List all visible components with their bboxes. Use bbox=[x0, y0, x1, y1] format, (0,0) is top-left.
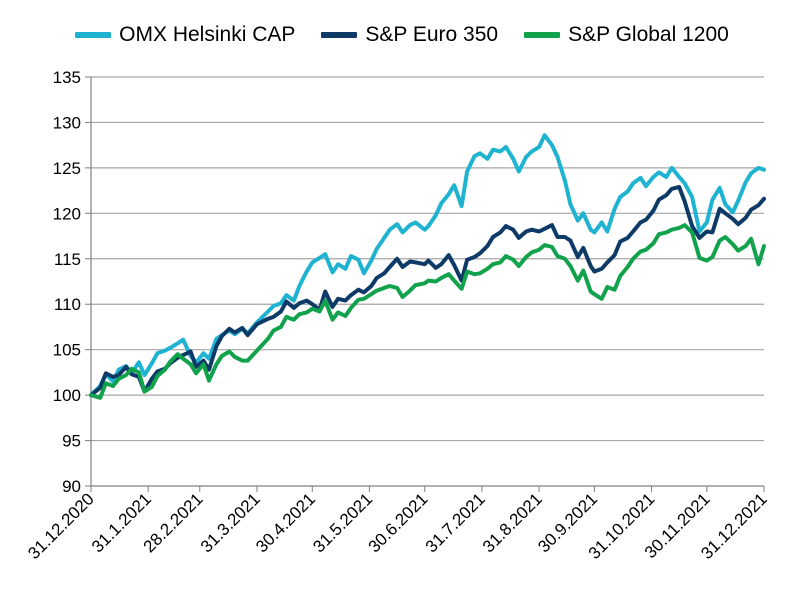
y-tick-label: 130 bbox=[53, 113, 81, 132]
legend-swatch-omx-helsinki bbox=[75, 32, 112, 38]
legend-label-omx-helsinki: OMX Helsinki CAP bbox=[119, 23, 296, 46]
series-line-s-p-global-1200 bbox=[89, 223, 766, 400]
y-tick-label: 105 bbox=[53, 341, 81, 360]
y-tick-label: 125 bbox=[53, 159, 81, 178]
x-tick-label: 31.5.2021 bbox=[309, 489, 376, 556]
y-tick-labels: 90 95 100 105 110 115 120 125 130 135 bbox=[53, 68, 81, 496]
series-lines bbox=[89, 133, 766, 400]
x-tick-label: 30.4.2021 bbox=[252, 489, 319, 556]
legend-item-sp-global-1200: S&P Global 1200 bbox=[524, 23, 729, 47]
y-tick-label: 135 bbox=[53, 68, 81, 87]
x-tick-label: 31.7.2021 bbox=[422, 489, 489, 556]
y-tick-label: 110 bbox=[54, 295, 81, 314]
x-tick-label: 30.6.2021 bbox=[365, 489, 432, 556]
legend-label-sp-global-1200: S&P Global 1200 bbox=[568, 23, 729, 46]
y-tick-label: 100 bbox=[53, 386, 81, 405]
legend-label-sp-euro-350: S&P Euro 350 bbox=[365, 23, 499, 46]
y-tick-label: 115 bbox=[54, 250, 81, 269]
y-tick-label: 95 bbox=[62, 432, 81, 451]
legend-swatch-sp-euro-350 bbox=[321, 32, 358, 38]
x-tick-label: 31.8.2021 bbox=[479, 489, 546, 556]
legend-swatch-sp-global-1200 bbox=[524, 32, 561, 38]
x-tick-label: 31.12.2020 bbox=[24, 489, 98, 563]
series-line-s-p-euro-350 bbox=[89, 185, 766, 398]
x-tick-label: 31.3.2021 bbox=[197, 489, 264, 556]
axes bbox=[85, 76, 765, 492]
y-tick-label: 90 bbox=[62, 477, 81, 496]
legend-item-omx-helsinki: OMX Helsinki CAP bbox=[75, 23, 295, 47]
grid-lines bbox=[91, 76, 764, 442]
legend-item-sp-euro-350: S&P Euro 350 bbox=[321, 23, 498, 47]
series-line-omx-helsinki-cap bbox=[89, 133, 766, 398]
chart-legend: OMX Helsinki CAP S&P Euro 350 S&P Global… bbox=[0, 18, 804, 52]
x-tick-labels: 31.12.202031.1.202128.2.202131.3.202130.… bbox=[24, 489, 771, 563]
y-tick-label: 120 bbox=[53, 204, 81, 223]
